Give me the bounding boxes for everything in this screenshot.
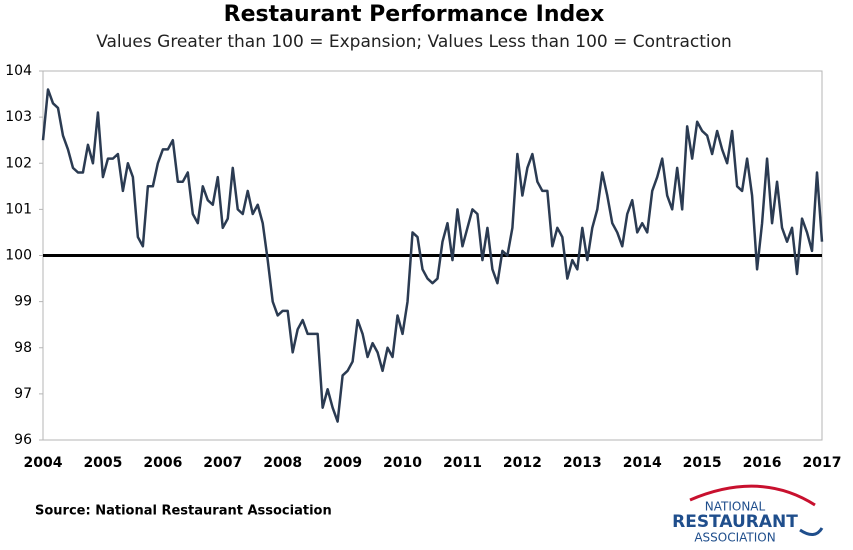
x-tick-label: 2014 xyxy=(623,455,662,471)
x-tick-label: 2013 xyxy=(563,455,602,471)
y-tick-label: 98 xyxy=(14,340,32,356)
chart-title: Restaurant Performance Index xyxy=(224,2,605,27)
y-tick-label: 101 xyxy=(5,201,32,217)
x-tick-label: 2010 xyxy=(383,455,422,471)
logo-text: NATIONAL xyxy=(705,500,766,514)
logo-swoosh xyxy=(689,484,816,507)
y-tick-label: 96 xyxy=(14,432,32,448)
source: Source: National Restaurant Association xyxy=(35,504,332,519)
logo-swoosh xyxy=(799,527,824,536)
x-tick-label: 2009 xyxy=(323,455,362,471)
logo-text: RESTAURANT xyxy=(672,512,798,532)
logo-text: ASSOCIATION xyxy=(694,531,775,545)
x-tick-label: 2017 xyxy=(803,455,842,471)
x-tick-label: 2012 xyxy=(503,455,542,471)
x-tick-label: 2005 xyxy=(83,455,122,471)
x-tick-label: 2008 xyxy=(263,455,302,471)
y-tick-label: 100 xyxy=(5,248,32,264)
y-tick-label: 102 xyxy=(5,155,32,171)
logo: NATIONAL RESTAURANT ASSOCIATION xyxy=(672,484,824,545)
x-tick-label: 2015 xyxy=(683,455,722,471)
y-tick-label: 104 xyxy=(5,63,32,79)
chart-subtitle: Values Greater than 100 = Expansion; Val… xyxy=(96,32,732,52)
data-line xyxy=(41,88,824,423)
x-tick-label: 2011 xyxy=(443,455,482,471)
x-tick-label: 2004 xyxy=(24,455,63,471)
x-tick-label: 2007 xyxy=(203,455,242,471)
x-tick-label: 2016 xyxy=(743,455,782,471)
y-tick-label: 103 xyxy=(5,109,32,125)
y-tick-label: 99 xyxy=(14,294,32,310)
y-tick-label: 97 xyxy=(14,386,32,402)
x-tick-label: 2006 xyxy=(143,455,182,471)
